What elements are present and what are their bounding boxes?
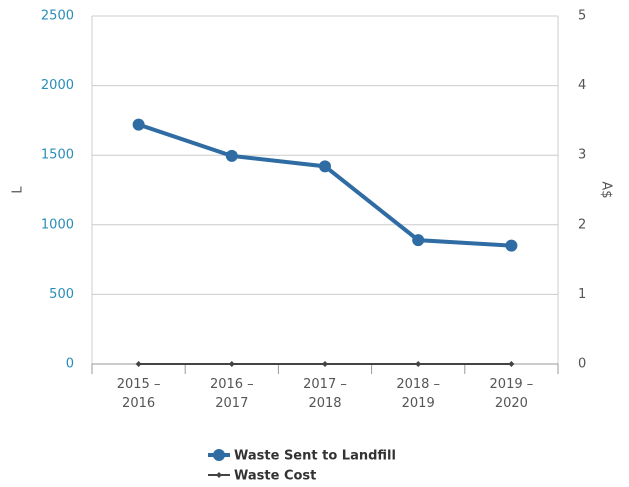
y-axis-label: L — [11, 186, 26, 194]
legend-marker — [213, 449, 225, 461]
point — [135, 361, 142, 367]
y-tick-label: 2500 — [41, 9, 74, 24]
x-tick-label: 2018 – 2019 — [396, 377, 441, 411]
y2-tick-label: 3 — [578, 148, 586, 163]
point — [415, 361, 422, 367]
y2-axis-label: A$ — [599, 181, 614, 198]
y-tick-label: 1000 — [41, 217, 74, 232]
x-tick-label: 2016 – 2017 — [209, 377, 254, 411]
point — [132, 118, 145, 131]
x-tick-label: 2019 – 2020 — [489, 377, 534, 411]
series-line — [137, 122, 512, 248]
point — [322, 361, 328, 367]
y-tick-label: 1500 — [41, 148, 74, 163]
y2-tick-label: 4 — [578, 78, 586, 93]
y2-tick-label: 5 — [578, 9, 586, 24]
legend-marker — [216, 472, 222, 478]
legend-label: Waste Sent to Landfill — [234, 449, 396, 464]
x-tick-label: 2015 – 2016 — [116, 377, 161, 411]
point — [228, 361, 235, 367]
point — [225, 149, 238, 162]
y2-tick-label: 1 — [578, 287, 586, 302]
point — [319, 160, 331, 173]
point — [505, 239, 518, 252]
y2-tick-label: 2 — [578, 217, 586, 232]
legend-label: Waste Cost — [234, 469, 316, 484]
y-tick-label: 500 — [49, 287, 74, 302]
point — [412, 234, 425, 247]
x-tick-label: 2017 – 2018 — [303, 377, 347, 411]
point — [508, 361, 515, 367]
y2-tick-label: 0 — [578, 357, 586, 372]
y-tick-label: 0 — [66, 357, 74, 372]
y-tick-label: 2000 — [41, 78, 74, 93]
